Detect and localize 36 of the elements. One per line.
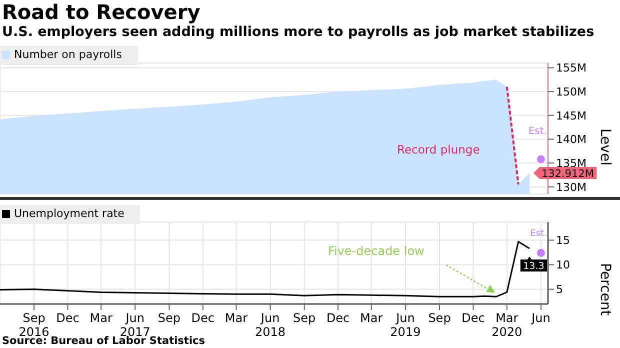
x-tick-label: Dec: [191, 311, 215, 325]
chart-subtitle: U.S. employers seen adding millions more to payrolls as job market stabilizes: [2, 24, 594, 40]
y-tick-label: 15: [556, 234, 570, 248]
y-tick-label: 135M: [556, 156, 586, 170]
y-tick-label: 145M: [556, 109, 586, 122]
legend-label: Number on payrolls: [14, 48, 122, 61]
x-tick-label: Mar: [224, 311, 248, 325]
annotation: Five-decade low: [328, 244, 425, 258]
x-tick-label: Sep: [293, 311, 316, 325]
x-tick-label: Mar 2020: [492, 311, 522, 339]
x-tick-label: Jun 2018: [255, 311, 286, 339]
annotation: Est.: [528, 126, 547, 138]
annotation: Record plunge: [396, 142, 480, 156]
x-tick-label: Jun 2019: [390, 311, 421, 339]
legend-label: Unemployment rate: [14, 207, 124, 220]
x-tick-label: Jun: [530, 311, 550, 325]
y-tick-label: 5: [556, 283, 563, 296]
x-tick-label: Sep: [428, 311, 451, 325]
y-tick-label: 130M: [556, 180, 586, 194]
data-label: 132.912M: [541, 168, 594, 180]
x-tick-label: Mar: [360, 311, 383, 325]
y-axis-title: Percent: [597, 263, 614, 316]
y-tick-label: 155M: [556, 62, 586, 75]
x-tick-label: Mar: [90, 311, 112, 325]
chart-title: Road to Recovery: [2, 0, 200, 24]
y-axis-title: Level: [597, 128, 614, 166]
x-tick-label: Sep: [158, 311, 181, 325]
x-tick-label: Sep 2016: [18, 311, 50, 339]
x-tick-label: Dec: [326, 311, 350, 325]
y-tick-label: 10: [556, 258, 570, 272]
x-tick-label: Dec: [462, 311, 485, 325]
x-tick-label: Dec: [56, 311, 80, 325]
annotation: Est.: [530, 229, 547, 240]
data-label: 13.3: [523, 261, 544, 272]
y-tick-label: 140M: [556, 133, 586, 146]
y-tick-label: 150M: [556, 85, 586, 98]
